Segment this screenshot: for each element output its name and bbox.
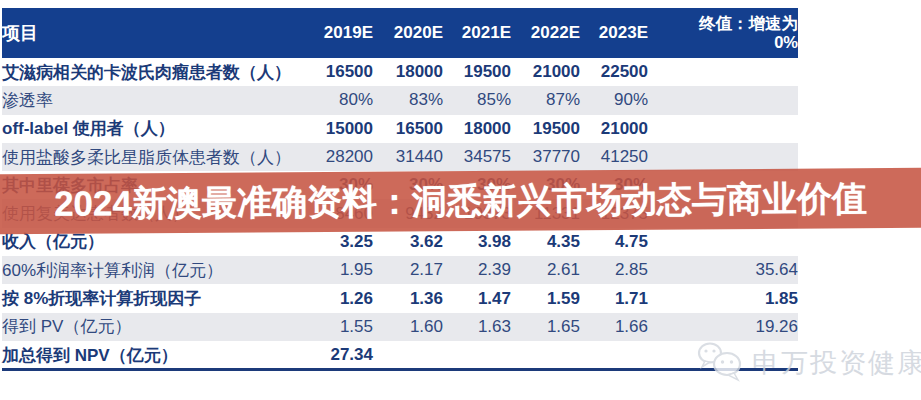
cell-value: 19500 [511,115,580,143]
cell-value [511,341,580,369]
promo-overlay-band: 2024新澳最准确资料：洞悉新兴市场动态与商业价值 [0,168,921,235]
cell-value: 27.34 [282,341,373,369]
table-row: 艾滋病相关的卡波氏肉瘤患者数（人）16500180001950021000225… [2,58,798,86]
cell-value: 1.66 [580,313,648,341]
table-row: 按 8%折现率计算折现因子1.261.361.471.591.711.85 [2,284,798,312]
watermark-text: 申万投资健康 [752,345,921,381]
cell-value: 1.63 [443,313,511,341]
header-project: 项目 [2,8,282,58]
table-header-row: 项目 2019E 2020E 2021E 2022E 2023E 终值：增速为 … [2,8,798,58]
cell-value: 19500 [443,58,511,86]
header-terminal-value: 终值：增速为 0% [648,8,798,58]
cell-value: 15000 [282,115,373,143]
cell-value [443,341,511,369]
table-row: 使用盐酸多柔比星脂质体患者数（人）28200314403457537770412… [2,143,798,171]
cell-value: 28200 [282,143,373,171]
cell-terminal-value: 19.26 [648,313,798,341]
cell-value [580,341,648,369]
cell-value: 1.95 [282,256,373,284]
cell-value: 3.98 [443,228,511,256]
cell-value: 2.17 [373,256,443,284]
cell-value: 16500 [282,58,373,86]
row-label: 加总得到 NPV（亿元） [2,341,282,369]
cell-value: 18000 [443,115,511,143]
cell-value [373,341,443,369]
cell-value: 37770 [511,143,580,171]
header-year-2019e: 2019E [282,8,373,58]
report-table-page: 项目 2019E 2020E 2021E 2022E 2023E 终值：增速为 … [0,0,921,400]
cell-value: 83% [373,86,443,114]
cell-value: 41250 [580,143,648,171]
watermark: 申万投资健康 [696,340,921,386]
cell-value: 80% [282,86,373,114]
cell-value: 22500 [580,58,648,86]
cell-value: 1.36 [373,284,443,312]
table-row: 得到 PV（亿元）1.551.601.631.651.6619.26 [2,313,798,341]
cell-value: 3.62 [373,228,443,256]
wechat-icon [696,340,748,386]
promo-overlay-text: 2024新澳最准确资料：洞悉新兴市场动态与商业价值 [54,175,867,228]
cell-terminal-value: 35.64 [648,256,798,284]
cell-value: 1.60 [373,313,443,341]
row-label: 使用盐酸多柔比星脂质体患者数（人） [2,143,282,171]
header-terminal-line1: 终值：增速为 [648,14,798,33]
cell-value: 16500 [373,115,443,143]
header-year-2022e: 2022E [511,8,580,58]
cell-value: 4.75 [580,228,648,256]
cell-value: 85% [443,86,511,114]
cell-value: 2.85 [580,256,648,284]
cell-value: 1.59 [511,284,580,312]
cell-value: 1.71 [580,284,648,312]
row-label: 按 8%折现率计算折现因子 [2,284,282,312]
cell-terminal-value [648,86,798,114]
cell-value: 1.65 [511,313,580,341]
table-row: 加总得到 NPV（亿元）27.34 [2,341,798,369]
cell-terminal-value [648,143,798,171]
cell-value: 21000 [511,58,580,86]
row-label: 艾滋病相关的卡波氏肉瘤患者数（人） [2,58,282,86]
row-label: 得到 PV（亿元） [2,313,282,341]
row-label: 60%利润率计算利润（亿元） [2,256,282,284]
cell-value: 4.35 [511,228,580,256]
cell-value: 87% [511,86,580,114]
cell-value: 21000 [580,115,648,143]
header-year-2020e: 2020E [373,8,443,58]
header-year-2023e: 2023E [580,8,648,58]
header-year-2021e: 2021E [443,8,511,58]
cell-value: 1.26 [282,284,373,312]
cell-value: 2.39 [443,256,511,284]
row-label: off-label 使用者（人） [2,115,282,143]
cell-value: 1.55 [282,313,373,341]
header-terminal-line2: 0% [648,33,798,52]
cell-value: 34575 [443,143,511,171]
cell-value: 90% [580,86,648,114]
cell-terminal-value [648,58,798,86]
table-row: 渗透率80%83%85%87%90% [2,86,798,114]
table-bottom-rule [2,368,798,371]
cell-value: 2.61 [511,256,580,284]
row-label: 渗透率 [2,86,282,114]
cell-value: 18000 [373,58,443,86]
cell-value: 1.47 [443,284,511,312]
cell-value: 31440 [373,143,443,171]
table-row: off-label 使用者（人）150001650018000195002100… [2,115,798,143]
cell-terminal-value [648,228,798,256]
table-row: 60%利润率计算利润（亿元）1.952.172.392.612.8535.64 [2,256,798,284]
cell-terminal-value: 1.85 [648,284,798,312]
cell-terminal-value [648,115,798,143]
